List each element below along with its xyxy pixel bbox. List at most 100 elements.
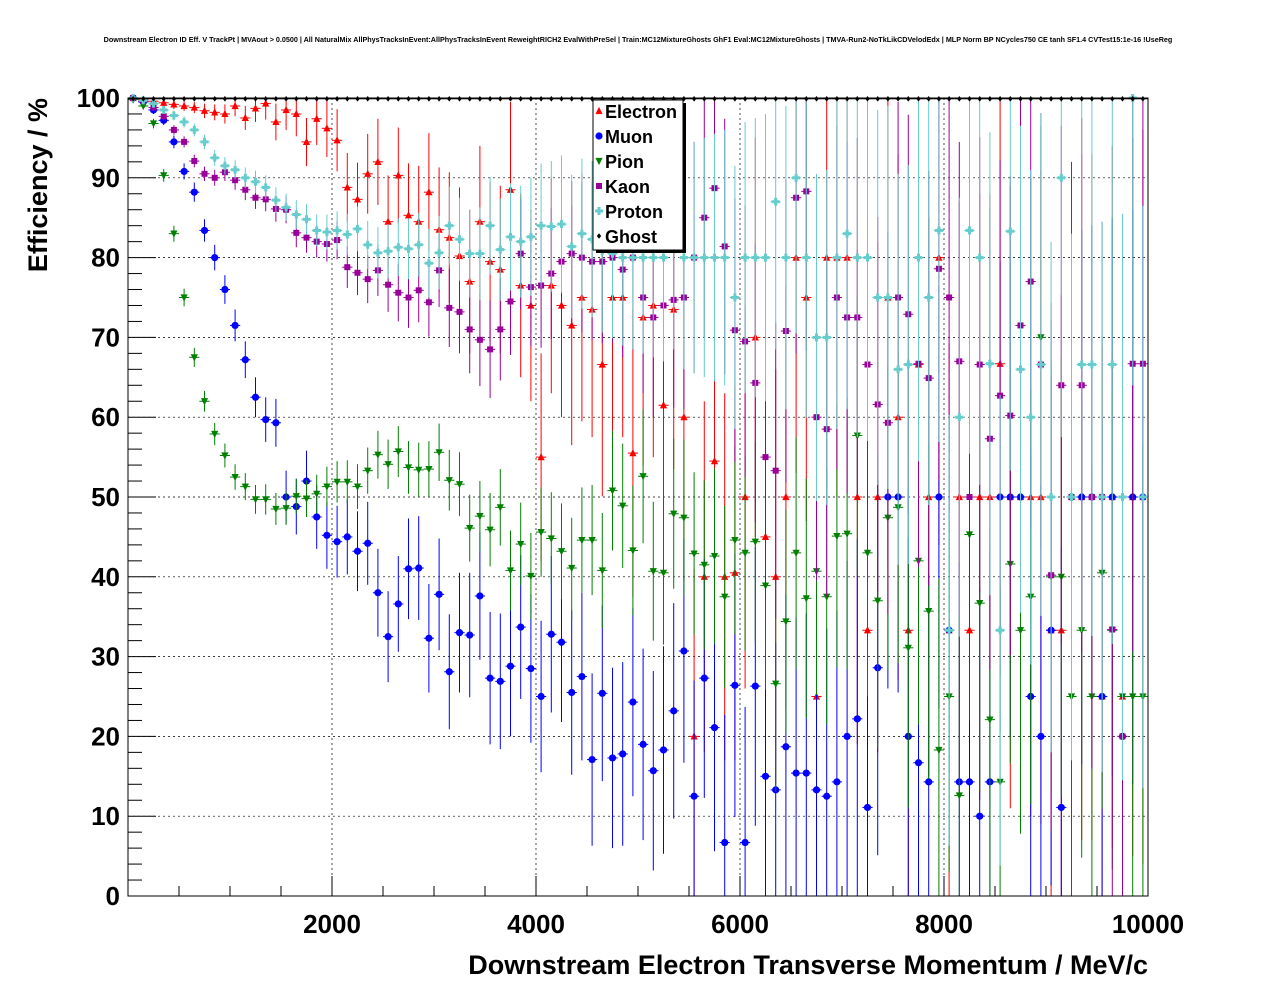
proton-point-v [825,333,829,342]
proton-point-v [345,230,349,239]
proton-point [506,232,515,241]
proton-point-v [927,293,931,302]
proton-point-v [488,221,492,230]
muon-point [700,674,708,682]
kaon-point [507,298,514,305]
muon-point [517,623,525,631]
proton-point-v [937,226,941,235]
ghost-point [926,95,931,102]
muon-point [659,746,668,754]
electron-point [292,109,300,118]
proton-point [792,173,801,182]
pion-point [221,452,229,460]
muon-point [200,226,209,235]
proton-point [241,173,250,182]
muon-point [833,778,841,786]
ghost-point [1130,95,1135,102]
proton-point-v [876,293,880,302]
proton-point [832,253,841,262]
muon-point [690,792,698,800]
proton-point-v [764,253,767,262]
electron-point [537,453,545,461]
ghost-point [1120,95,1125,102]
proton-point [394,243,403,252]
proton-point-v [1019,365,1022,374]
muon-point [506,662,515,670]
electron-point [343,183,351,191]
muon-point [404,565,413,573]
proton-point [343,230,352,239]
proton-point-v [988,359,992,368]
muon-point [976,812,984,820]
proton-point [812,333,821,342]
pion-point [670,510,678,518]
pion-point [435,449,443,457]
ghost-point [997,95,1003,102]
pion-point [302,495,311,503]
muon-point [537,692,545,701]
electron-point [374,157,382,165]
pion-point [455,481,464,489]
pion-point [619,502,627,510]
proton-point-v [906,360,910,369]
muon-point [863,803,872,812]
legend-label-pion: Pion [605,152,644,172]
pion-point [823,593,831,601]
proton-point-v [998,626,1002,635]
proton-point-v [733,293,737,302]
electron-point [190,103,198,111]
muon-point [568,688,576,697]
proton-point-v [753,253,757,262]
muon-point [241,356,249,364]
pion-point [772,680,780,688]
pion-point [200,398,209,406]
muon-point [374,589,382,597]
kaon-point [170,126,177,133]
proton-point [802,253,811,262]
ghost-point [1018,95,1023,102]
proton-point-v [784,253,788,262]
pion-point [384,461,392,469]
muon-point [853,715,861,723]
x-tick-label: 4000 [507,909,565,939]
ghost-point [151,95,156,102]
muon-point [313,513,321,521]
ghost-point [171,95,177,102]
legend-marker-kaon [596,183,602,189]
proton-point [690,253,699,262]
ghost-point [691,95,697,102]
electron-point [200,106,209,114]
proton-point [751,253,760,262]
pion-point [557,548,566,556]
proton-point [853,253,862,262]
ghost-point [1140,95,1146,102]
kaon-point [191,158,198,165]
electron-point [211,108,219,116]
ghost-point [1008,95,1013,102]
ghost-point [518,95,523,102]
proton-point [720,253,729,262]
proton-point [526,232,535,241]
y-tick-label: 40 [91,562,120,592]
ghost-point [895,95,901,102]
muon-point [731,681,739,689]
pion-point [659,569,668,577]
muon-point [1037,732,1045,741]
electron-point [394,171,402,179]
proton-point-v [804,253,808,262]
ghost-point [416,95,421,102]
y-tick-label: 20 [91,721,120,751]
muon-point [557,638,566,646]
pion-point [364,467,372,475]
pion-point [710,552,719,561]
pion-point [404,464,413,472]
pion-point [904,644,912,652]
ghost-point [232,95,238,102]
ghost-point [579,95,585,102]
ghost-point [141,95,146,102]
ghost-point [467,95,472,102]
proton-point [975,253,984,262]
pion-point [292,493,300,501]
electron-point [313,114,321,122]
ghost-point [253,95,258,102]
